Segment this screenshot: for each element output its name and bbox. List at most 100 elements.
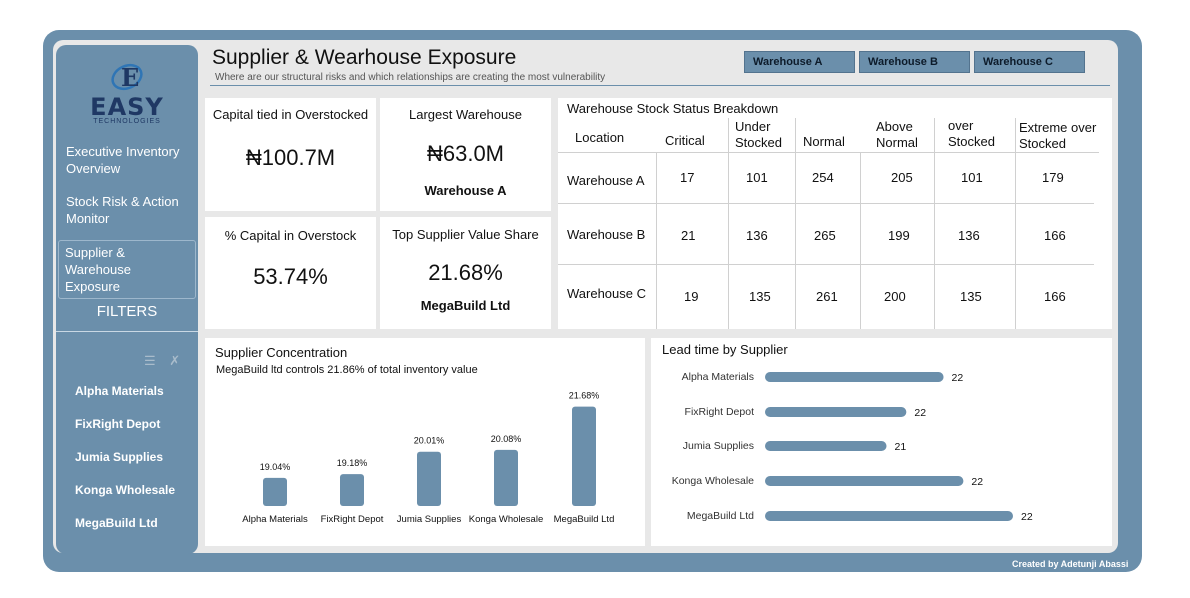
table-divider (558, 203, 1094, 204)
table-cell: 19 (684, 289, 699, 304)
category-label: Alpha Materials (242, 514, 308, 525)
table-cell: 166 (1044, 289, 1066, 304)
table-divider (795, 118, 796, 329)
kpi-sub: MegaBuild Ltd (420, 298, 511, 313)
table-header-under-stocked: Under Stocked (735, 119, 782, 150)
category-label: FixRight Depot (321, 514, 384, 525)
table-divider (1015, 118, 1016, 329)
table-header-above-normal: Above Normal (876, 119, 918, 150)
filter-fixright-depot[interactable]: FixRight Depot (75, 417, 161, 431)
logo: E EASY TECHNOLOGIES (56, 59, 198, 125)
category-label: Konga Wholesale (672, 475, 754, 487)
bar (765, 441, 887, 451)
bar (340, 474, 364, 506)
table-cell: 136 (958, 228, 980, 243)
table-cell: 179 (1042, 170, 1064, 185)
logo-word: EASY (90, 93, 164, 121)
table-cell: 254 (812, 170, 834, 185)
bar (494, 449, 518, 506)
kpi-label: % Capital in Overstock (224, 228, 357, 243)
data-label: 21 (895, 441, 907, 453)
data-label: 22 (914, 407, 926, 419)
table-divider (656, 152, 657, 329)
table-cell: 200 (884, 289, 906, 304)
filter-jumia-supplies[interactable]: Jumia Supplies (75, 450, 164, 464)
stock-status-table (558, 98, 1112, 329)
logo-subtitle: TECHNOLOGIES (93, 118, 161, 125)
table-header-location: Location (575, 130, 625, 145)
category-label: MegaBuild Ltd (554, 514, 615, 525)
kpi-label: Top Supplier Value Share (392, 227, 539, 242)
table-cell: Warehouse C (567, 286, 646, 301)
kpi-pct-capital: % Capital in Overstock 53.74% (205, 217, 376, 329)
kpi-capital-overstocked: Capital tied in Overstocked ₦100.7M (205, 98, 376, 211)
svg-text:E: E (121, 63, 139, 92)
lead-time-plot: Alpha Materials 22 FixRight Depot 22 Jumia S… (672, 371, 1033, 523)
chart-title: Lead time by Supplier (662, 342, 788, 357)
logo-mark-icon: E (107, 59, 147, 95)
kpi-value: 53.74% (253, 264, 328, 289)
bar (765, 511, 1013, 521)
table-cell: 21 (681, 228, 696, 243)
table-cell: 135 (749, 289, 771, 304)
filters-divider (56, 331, 198, 332)
nav-stock-risk[interactable]: Stock Risk & Action Monitor (66, 194, 179, 226)
bar (765, 372, 944, 382)
bar (572, 406, 596, 506)
table-divider (860, 152, 861, 329)
table-title: Warehouse Stock Status Breakdown (567, 101, 779, 116)
kpi-largest-warehouse: Largest Warehouse ₦63.0M Warehouse A (380, 98, 551, 211)
table-cell: 199 (888, 228, 910, 243)
warehouse-c-button[interactable]: Warehouse C (974, 51, 1085, 73)
table-cell: 17 (680, 170, 695, 185)
bar (765, 407, 907, 417)
chart-title: Supplier Concentration (215, 345, 348, 360)
warehouse-b-button[interactable]: Warehouse B (859, 51, 970, 73)
credit-text: Created by Adetunji Abassi (1012, 559, 1129, 569)
table-divider (934, 118, 935, 329)
nav-supplier-exposure[interactable]: Supplier & Warehouse Exposure (58, 240, 196, 299)
bar (263, 477, 287, 506)
table-divider (558, 264, 1094, 265)
table-header-extreme-over-stocked: Extreme over Stocked (1019, 120, 1097, 151)
table-cell: 101 (746, 170, 768, 185)
bar (765, 476, 964, 486)
table-cell: 101 (961, 170, 983, 185)
clear-filter-icon[interactable]: ✗ (169, 353, 181, 368)
category-label: MegaBuild Ltd (687, 510, 754, 522)
table-cell: Warehouse B (567, 227, 646, 242)
multi-select-icon[interactable]: ☰ (144, 353, 156, 368)
category-label: Konga Wholesale (469, 514, 543, 525)
page-subtitle: Where are our structural risks and which… (215, 72, 606, 83)
bar (417, 451, 441, 506)
table-divider (558, 152, 1099, 153)
kpi-value: ₦63.0M (426, 141, 505, 166)
header-divider (210, 85, 1110, 86)
kpi-value: ₦100.7M (245, 145, 336, 170)
table-cell: Warehouse A (567, 173, 645, 188)
filter-megabuild-ltd[interactable]: MegaBuild Ltd (75, 516, 158, 530)
category-label: Jumia Supplies (397, 514, 462, 525)
category-label: Alpha Materials (682, 371, 754, 383)
data-label: 22 (1021, 511, 1033, 523)
kpi-top-supplier: Top Supplier Value Share 21.68% MegaBuil… (380, 217, 551, 329)
table-cell: 265 (814, 228, 836, 243)
table-cell: 135 (960, 289, 982, 304)
supplier-concentration-plot: 19.04% Alpha Materials 19.18% FixRight Depo… (242, 391, 615, 525)
page-title: Supplier & Wearhouse Exposure (212, 46, 517, 69)
nav-executive-overview[interactable]: Executive Inventory Overview (66, 144, 180, 176)
warehouse-a-button[interactable]: Warehouse A (744, 51, 855, 73)
data-label: 22 (952, 372, 964, 384)
data-label: 22 (971, 476, 983, 488)
filter-konga-wholesale[interactable]: Konga Wholesale (75, 483, 176, 497)
data-label: 20.08% (491, 434, 522, 444)
filter-controls: ☰ ✗ (144, 353, 180, 369)
chart-subtitle: MegaBuild ltd controls 21.86% of total i… (216, 364, 478, 376)
table-cell: 261 (816, 289, 838, 304)
data-label: 19.04% (260, 462, 291, 472)
kpi-label: Largest Warehouse (409, 107, 522, 122)
table-cell: 136 (746, 228, 768, 243)
table-divider (728, 118, 729, 329)
table-cell: 166 (1044, 228, 1066, 243)
filter-alpha-materials[interactable]: Alpha Materials (75, 384, 164, 398)
